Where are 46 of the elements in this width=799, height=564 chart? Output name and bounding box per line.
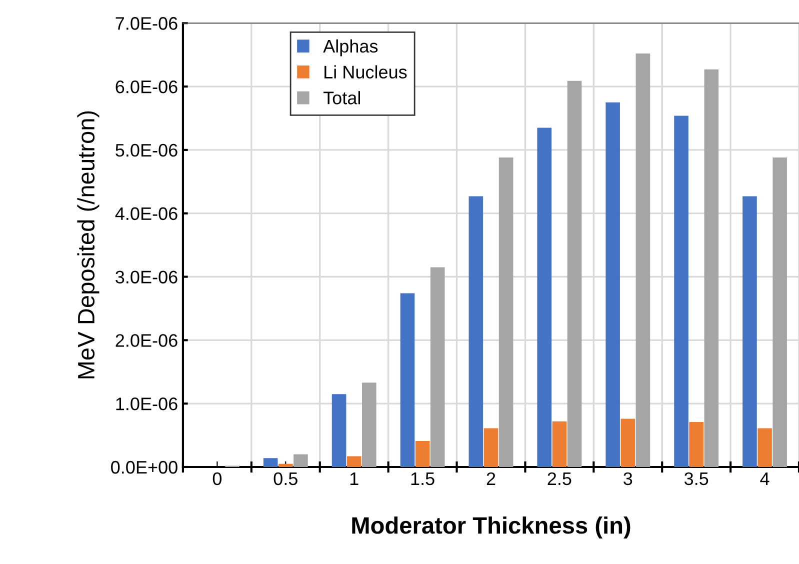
bar (606, 102, 620, 467)
x-tick-label: 3 (624, 472, 632, 486)
x-tick-label: 1 (350, 472, 358, 485)
bar (400, 293, 415, 467)
bar (689, 422, 704, 467)
y-tick-label: 2.0E-06 (116, 334, 178, 347)
x-tick-label: 1.5 (411, 472, 434, 486)
bar (263, 458, 278, 467)
y-tick-label: 6.0E-06 (116, 80, 178, 94)
y-tick-label: 5.0E-06 (116, 144, 178, 157)
y-tick-label: 7.0E-06 (116, 17, 178, 30)
bar (567, 80, 582, 467)
bar (430, 267, 445, 467)
bar (484, 428, 498, 467)
x-tick-label: 2.5 (548, 472, 572, 486)
bar (758, 428, 772, 467)
y-tick-label: 3.0E-06 (116, 270, 178, 284)
bar (415, 440, 430, 467)
x-tick-label: 4 (760, 472, 770, 485)
x-tick-label: 2 (486, 472, 496, 485)
bar (332, 394, 346, 467)
legend-label: Alphas (323, 39, 378, 56)
bar (362, 382, 376, 467)
y-tick-label: 0.0E+00 (111, 460, 178, 474)
bar (620, 418, 636, 467)
y-axis-title: MeV Deposited (/neutron) (77, 111, 100, 378)
bar (636, 54, 650, 467)
x-tick-label: 0.5 (274, 472, 298, 486)
x-tick-label: 0 (212, 472, 222, 486)
x-tick-label: 3.5 (684, 472, 708, 486)
bar (674, 116, 688, 467)
bar (537, 128, 552, 467)
bar (294, 454, 308, 467)
bar (742, 196, 757, 467)
y-tick-label: 4.0E-06 (115, 207, 178, 220)
bar (278, 464, 293, 467)
bar (772, 158, 787, 467)
y-tick-label: 1.0E-06 (116, 398, 178, 410)
legend-label: Li Nucleus (324, 65, 407, 78)
bar (468, 196, 484, 467)
bar (704, 69, 719, 467)
bar (498, 158, 514, 467)
bar (346, 456, 362, 467)
bar (552, 421, 567, 467)
legend-label: Total (323, 91, 360, 104)
x-axis-title: Moderator Thickness (in) (352, 516, 630, 538)
